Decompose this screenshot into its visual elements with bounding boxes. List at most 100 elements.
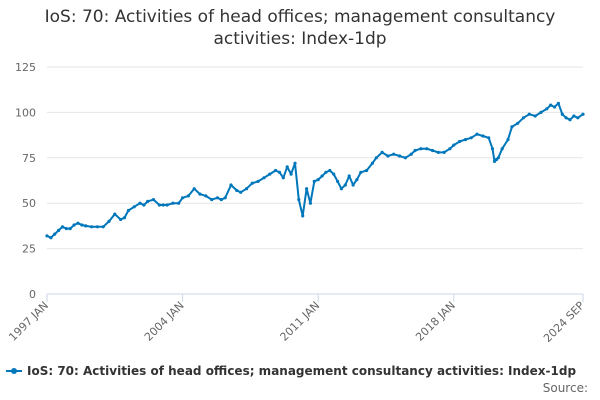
data-point-0-20[interactable] xyxy=(138,201,142,205)
data-point-0-1[interactable] xyxy=(49,236,53,240)
data-point-0-38[interactable] xyxy=(229,183,233,187)
data-point-0-25[interactable] xyxy=(161,203,165,207)
data-point-0-13[interactable] xyxy=(101,225,105,229)
data-point-0-52[interactable] xyxy=(297,198,301,202)
data-point-0-8[interactable] xyxy=(76,221,80,225)
data-point-0-89[interactable] xyxy=(475,132,479,136)
data-point-0-44[interactable] xyxy=(262,176,266,180)
data-point-0-90[interactable] xyxy=(481,134,485,138)
data-point-0-79[interactable] xyxy=(419,147,423,151)
data-point-0-53[interactable] xyxy=(301,214,305,218)
data-point-0-65[interactable] xyxy=(347,174,351,178)
data-point-0-2[interactable] xyxy=(53,232,57,236)
data-point-0-46[interactable] xyxy=(274,168,278,173)
data-point-0-9[interactable] xyxy=(80,223,84,227)
data-point-0-55[interactable] xyxy=(308,201,312,205)
data-point-0-64[interactable] xyxy=(343,183,347,187)
data-point-0-76[interactable] xyxy=(403,156,407,160)
data-point-0-19[interactable] xyxy=(132,205,136,209)
data-point-0-82[interactable] xyxy=(436,150,440,154)
data-point-0-27[interactable] xyxy=(171,201,175,205)
data-point-0-72[interactable] xyxy=(380,150,384,154)
data-point-0-88[interactable] xyxy=(469,136,473,140)
data-point-0-80[interactable] xyxy=(425,147,429,151)
series-line-0[interactable] xyxy=(46,102,584,239)
data-point-0-40[interactable] xyxy=(239,190,243,194)
data-point-0-71[interactable] xyxy=(374,156,378,160)
data-point-0-10[interactable] xyxy=(84,224,88,228)
data-point-0-29[interactable] xyxy=(181,196,185,200)
data-point-0-15[interactable] xyxy=(113,212,117,216)
data-point-0-95[interactable] xyxy=(496,156,500,160)
data-point-0-26[interactable] xyxy=(165,203,169,207)
data-point-0-107[interactable] xyxy=(556,101,561,105)
data-point-0-81[interactable] xyxy=(430,148,435,153)
data-point-0-33[interactable] xyxy=(204,194,208,198)
data-point-0-61[interactable] xyxy=(332,172,336,176)
data-point-0-104[interactable] xyxy=(545,107,549,111)
data-point-0-30[interactable] xyxy=(186,194,190,198)
data-point-0-102[interactable] xyxy=(533,114,537,118)
data-point-0-63[interactable] xyxy=(339,187,343,191)
data-point-0-66[interactable] xyxy=(351,183,355,187)
data-point-0-28[interactable] xyxy=(177,201,181,205)
data-point-0-92[interactable] xyxy=(490,147,495,151)
data-point-0-101[interactable] xyxy=(527,112,531,116)
data-point-0-110[interactable] xyxy=(568,118,572,122)
data-point-0-7[interactable] xyxy=(72,223,76,227)
data-point-0-84[interactable] xyxy=(448,147,452,151)
legend[interactable]: IoS: 70: Activities of head offices; man… xyxy=(6,364,576,378)
data-point-0-56[interactable] xyxy=(312,179,316,183)
data-point-0-70[interactable] xyxy=(370,161,374,165)
data-point-0-75[interactable] xyxy=(398,154,402,158)
data-point-0-51[interactable] xyxy=(293,161,297,165)
data-point-0-17[interactable] xyxy=(122,216,127,220)
data-point-0-98[interactable] xyxy=(510,125,514,129)
data-point-0-34[interactable] xyxy=(210,198,214,202)
data-point-0-59[interactable] xyxy=(324,170,328,174)
data-point-0-58[interactable] xyxy=(320,174,324,178)
data-point-0-86[interactable] xyxy=(458,139,462,144)
data-point-0-105[interactable] xyxy=(549,103,553,107)
data-point-0-85[interactable] xyxy=(452,143,456,147)
data-point-0-4[interactable] xyxy=(60,225,65,229)
data-point-0-83[interactable] xyxy=(442,150,446,154)
data-point-0-77[interactable] xyxy=(409,152,413,156)
data-point-0-49[interactable] xyxy=(285,165,289,169)
data-point-0-73[interactable] xyxy=(386,154,390,158)
data-point-0-62[interactable] xyxy=(336,179,340,183)
data-point-0-21[interactable] xyxy=(142,203,146,207)
data-point-0-103[interactable] xyxy=(539,110,543,114)
data-point-0-0[interactable] xyxy=(45,234,49,238)
data-point-0-43[interactable] xyxy=(256,179,260,183)
data-point-0-87[interactable] xyxy=(463,138,467,142)
data-point-0-36[interactable] xyxy=(219,198,223,202)
data-point-0-16[interactable] xyxy=(119,217,123,222)
data-point-0-78[interactable] xyxy=(413,148,417,153)
data-point-0-108[interactable] xyxy=(560,112,564,116)
data-point-0-112[interactable] xyxy=(576,116,580,120)
data-point-0-6[interactable] xyxy=(68,227,72,231)
data-point-0-69[interactable] xyxy=(365,168,369,173)
data-point-0-18[interactable] xyxy=(126,208,130,213)
data-point-0-41[interactable] xyxy=(244,187,249,191)
data-point-0-48[interactable] xyxy=(281,176,285,180)
data-point-0-39[interactable] xyxy=(235,188,239,193)
data-point-0-47[interactable] xyxy=(277,170,282,174)
data-point-0-35[interactable] xyxy=(215,196,220,200)
data-point-0-74[interactable] xyxy=(392,152,396,156)
data-point-0-11[interactable] xyxy=(90,225,94,229)
data-point-0-14[interactable] xyxy=(107,219,111,223)
data-point-0-37[interactable] xyxy=(223,196,227,200)
data-point-0-45[interactable] xyxy=(268,172,272,176)
data-point-0-113[interactable] xyxy=(581,112,585,116)
data-point-0-5[interactable] xyxy=(64,227,68,231)
data-point-0-12[interactable] xyxy=(95,225,99,229)
data-point-0-109[interactable] xyxy=(564,116,568,120)
data-point-0-23[interactable] xyxy=(151,198,156,202)
data-point-0-97[interactable] xyxy=(506,138,510,142)
data-point-0-106[interactable] xyxy=(552,105,557,109)
data-point-0-100[interactable] xyxy=(521,116,526,120)
data-point-0-91[interactable] xyxy=(487,136,491,140)
data-point-0-32[interactable] xyxy=(198,192,202,196)
